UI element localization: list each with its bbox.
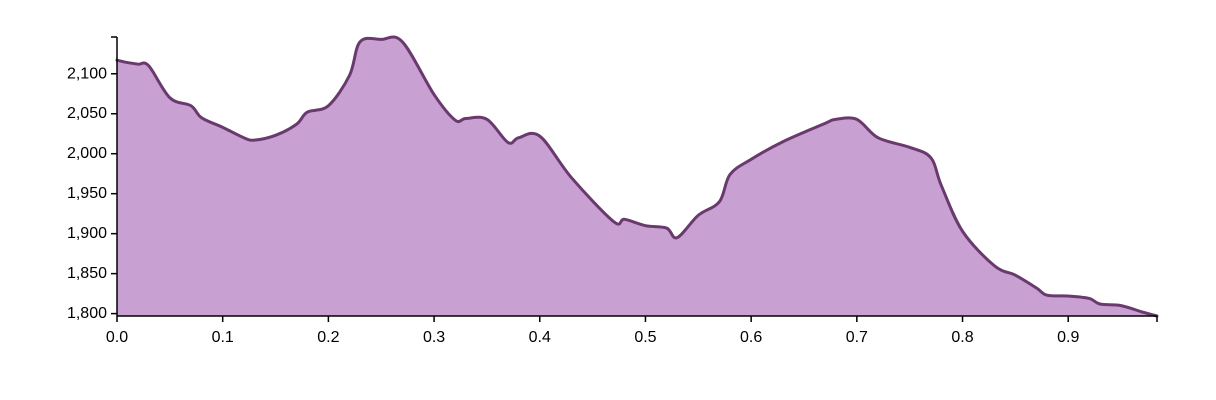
y-tick-label: 1,850 (67, 265, 107, 282)
x-tick-label: 0.6 (740, 329, 762, 346)
x-axis: 0.0 0.1 0.2 0.3 0.4 0.5 0.6 0.7 0.8 0.9 (106, 315, 1158, 346)
x-tick-label: 0.4 (529, 329, 551, 346)
y-axis: 1,800 1,850 1,900 1,950 2,000 2,050 2,100 (67, 36, 118, 322)
area-series-line (115, 35, 1159, 318)
x-tick-label: 0.3 (423, 329, 445, 346)
x-tick-label: 0.5 (634, 329, 656, 346)
x-tick-label: 0.7 (846, 329, 868, 346)
plot-area (115, 35, 1159, 318)
x-tick-label: 0.0 (106, 329, 128, 346)
y-tick-label: 1,950 (67, 185, 107, 202)
x-tick-label: 0.9 (1057, 329, 1079, 346)
y-tick-label: 1,900 (67, 225, 107, 242)
y-tick-label: 2,050 (67, 105, 107, 122)
area-fill (117, 36, 1157, 316)
x-tick-label: 0.1 (212, 329, 234, 346)
y-tick-label: 1,800 (67, 305, 107, 322)
y-tick-label: 2,100 (67, 65, 107, 82)
x-tick-label: 0.8 (951, 329, 973, 346)
y-tick-label: 2,000 (67, 145, 107, 162)
x-tick-label: 0.2 (317, 329, 339, 346)
